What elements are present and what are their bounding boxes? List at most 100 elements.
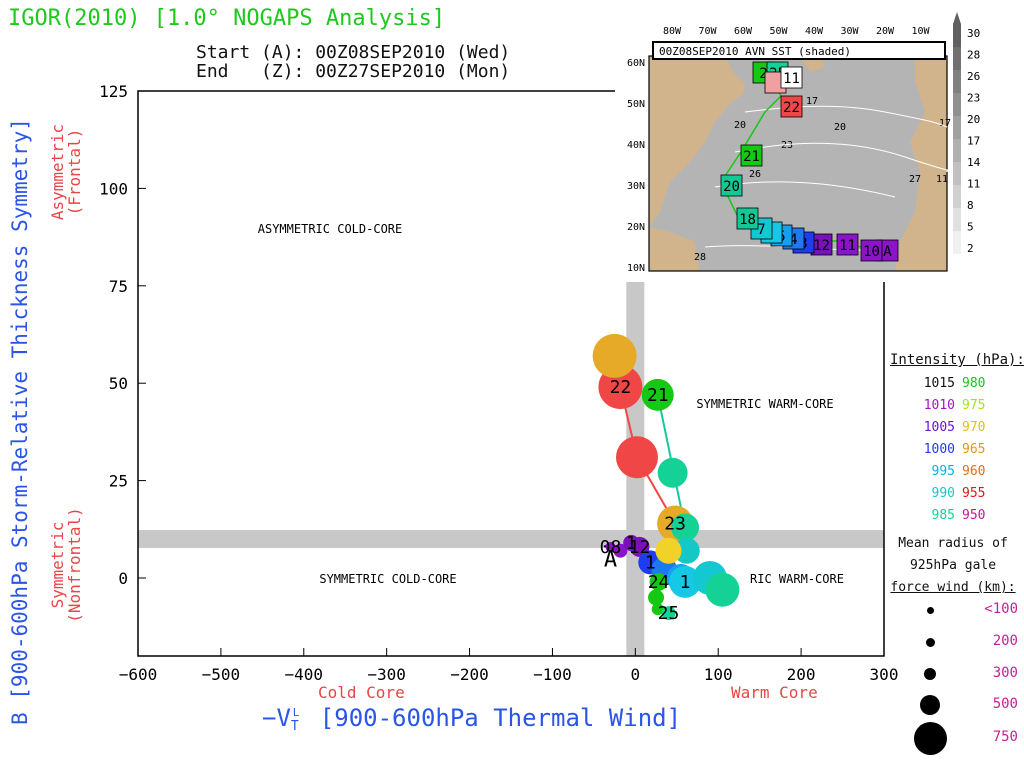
quadrant-sym-cold: SYMMETRIC COLD-CORE	[319, 572, 456, 586]
radius-legend-title: 925hPa gale	[909, 558, 997, 573]
inset-lat-label: 50N	[627, 99, 645, 110]
horizontal-threshold-bar	[138, 530, 884, 549]
inset-track-label: 2	[759, 66, 767, 82]
sst-contour-label: 23	[781, 140, 793, 151]
legend-pressure-right: 955	[962, 486, 986, 501]
inset-track-label: 22	[783, 100, 800, 116]
colorbar-label: 30	[967, 27, 980, 40]
inset-track-box	[860, 239, 883, 262]
radius-legend-label: 300	[992, 665, 1018, 681]
data-point	[661, 606, 676, 621]
radius-legend-dot	[924, 668, 936, 680]
south-america-land	[649, 227, 700, 271]
inset-track-box	[780, 66, 803, 89]
inset-track-box	[836, 233, 859, 256]
inset-lat-label: 10N	[627, 263, 645, 274]
colorbar-swatch	[953, 93, 961, 116]
point-label: 12	[629, 537, 651, 558]
end-time: End (Z): 00Z27SEP2010 (Mon)	[196, 61, 511, 82]
inset-lat-label: 40N	[627, 140, 645, 151]
colorbar-swatch	[953, 116, 961, 139]
colorbar-label: 20	[967, 113, 980, 126]
y-tick-label: 75	[109, 277, 128, 296]
data-point	[651, 603, 664, 616]
inset-track: A10111234571820212222511	[720, 61, 899, 262]
inset-lon-label: 60W	[734, 26, 753, 37]
radius-legend-dot	[920, 695, 940, 715]
warm-core-label: Warm Core	[731, 683, 818, 702]
legend-pressure-left: 1010	[923, 398, 955, 413]
start-marker-A: A	[604, 547, 617, 572]
data-point	[669, 565, 702, 598]
inset-lon-label: 40W	[805, 26, 824, 37]
colorbar-swatch	[953, 70, 961, 93]
colorbar-swatch	[953, 162, 961, 185]
legend-pressure-right: 960	[962, 464, 986, 479]
colorbar-label: 26	[967, 70, 980, 83]
inset-lat-label: 20N	[627, 222, 645, 233]
legend-pressure-left: 1005	[923, 420, 955, 435]
point-label: 23	[664, 513, 686, 534]
x-tick-label: −100	[533, 665, 572, 684]
inset-track-box	[720, 174, 743, 197]
point-label: 1	[626, 533, 637, 554]
inset-lon-label: 10W	[911, 26, 930, 37]
x-tick-label: 200	[787, 665, 816, 684]
start-time: Start (A): 00Z08SEP2010 (Wed)	[196, 42, 511, 63]
sst-contour-label: 20	[834, 122, 846, 133]
point-label: 24	[648, 572, 670, 593]
data-point	[629, 536, 650, 557]
plot-frame	[137, 90, 885, 657]
legend-pressure-right: 970	[962, 420, 986, 435]
point-label: 08	[600, 537, 622, 558]
radius-legend-dot	[925, 637, 935, 647]
inset-track-label: 4	[789, 232, 797, 248]
x-tick-label: −200	[450, 665, 489, 684]
inset-track-label: 12	[813, 238, 830, 254]
y-tick-label: 25	[109, 472, 128, 491]
data-point	[648, 589, 665, 606]
inset-header: 00Z08SEP2010 AVN SST (shaded)	[659, 45, 851, 58]
axis-ticks: −600 −500 −400 −300 −200 −100 0 100 200 300 0 25 50 7…	[99, 82, 898, 684]
data-point	[592, 333, 637, 378]
legend-pressure-right: 975	[962, 398, 986, 413]
data-point	[613, 543, 628, 558]
radius-legend-title: force wind (km):	[890, 580, 1016, 595]
data-point	[657, 457, 688, 488]
y-tick-label: 0	[118, 569, 128, 588]
radius-legend-title: Mean radius of	[898, 536, 1008, 551]
legend-pressure-left: 1000	[923, 442, 955, 457]
quadrant-sym-warm-mid: SYMMETRIC WARM-CORE	[696, 397, 833, 411]
colorbar-label: 11	[967, 178, 980, 191]
legend-pressure-right: 965	[962, 442, 986, 457]
inset-header-box	[652, 41, 946, 60]
x-tick-label: 100	[704, 665, 733, 684]
x-tick-label: −600	[119, 665, 158, 684]
radius-legend-label: 200	[992, 633, 1018, 649]
inset-track-label: 7	[757, 222, 765, 238]
sst-contour-label: 17	[806, 96, 818, 107]
sst-contour-label: 26	[749, 169, 761, 180]
africa-europe-land	[895, 56, 947, 271]
colorbar-label: 23	[967, 92, 980, 105]
quadrant-asym-cold: ASYMMETRIC COLD-CORE	[258, 222, 403, 236]
chart-title: IGOR(2010) [1.0° NOGAPS Analysis]	[8, 6, 446, 31]
x-tick-label: 300	[870, 665, 899, 684]
legend-pressure-left: 995	[931, 464, 955, 479]
colorbar-label: 8	[967, 199, 974, 212]
colorbar-swatch	[953, 47, 961, 70]
x-tick-label: −400	[285, 665, 324, 684]
inset-lon-label: 80W	[663, 26, 682, 37]
colorbar-swatch	[953, 185, 961, 208]
inset-lon-label: 70W	[698, 26, 717, 37]
colorbar-label: 14	[967, 156, 981, 169]
data-point	[605, 541, 616, 552]
inset-track-box	[780, 95, 803, 118]
colorbar-arrow	[953, 12, 961, 24]
colorbar-label: 2	[967, 242, 974, 255]
inset-lat-label: 60N	[627, 58, 645, 69]
quadrant-labels: ASYMMETRIC COLD-CORE SYMMETRIC WARM-CORE S…	[258, 222, 844, 586]
colorbar-label: 17	[967, 135, 980, 148]
inset-lat-label: 30N	[627, 181, 645, 192]
